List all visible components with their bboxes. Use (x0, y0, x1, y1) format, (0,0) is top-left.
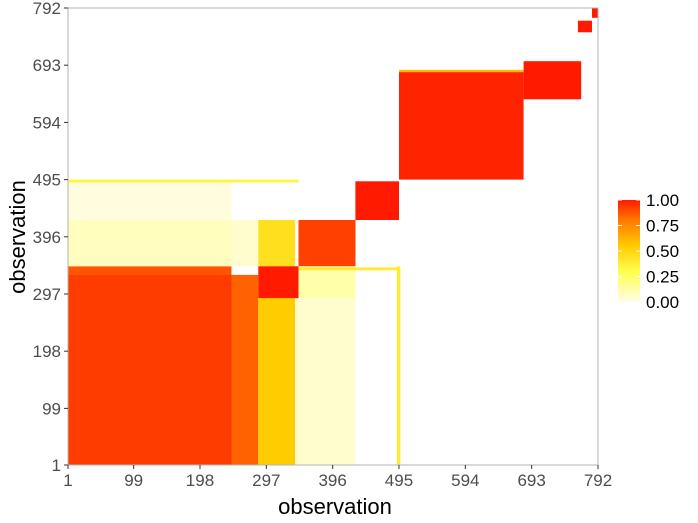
x-tick-label: 495 (385, 471, 413, 490)
y-tick-label: 396 (33, 228, 61, 247)
y-tick-label: 1 (52, 456, 61, 475)
heatmap-block (577, 20, 592, 33)
y-axis: 1 99 198 297 396 495 594 693 792 (33, 0, 68, 475)
heatmap-block (68, 266, 232, 275)
heatmap-cells (68, 8, 598, 465)
y-tick-label: 594 (33, 113, 61, 132)
legend-label: 0.00 (646, 293, 679, 312)
heatmap-block (258, 298, 296, 465)
heatmap-block (68, 179, 299, 183)
heatmap-block (298, 220, 356, 267)
heatmap-block (295, 298, 356, 465)
heatmap-block (258, 220, 296, 267)
heatmap-block (68, 220, 232, 267)
x-tick-label: 297 (252, 471, 280, 490)
color-legend: 1.00 0.75 0.50 0.25 0.00 (618, 191, 679, 312)
x-axis-title: observation (278, 494, 392, 519)
legend-label: 0.50 (646, 242, 679, 261)
heatmap-block (399, 69, 524, 73)
heatmap-block (258, 266, 299, 299)
y-tick-label: 99 (42, 399, 61, 418)
x-tick-label: 792 (584, 471, 612, 490)
heatmap-block (68, 274, 232, 465)
legend-label: 0.75 (646, 217, 679, 236)
x-tick-label: 693 (517, 471, 545, 490)
heatmap-block (295, 266, 356, 299)
legend-label: 1.00 (646, 191, 679, 210)
legend-label: 0.25 (646, 268, 679, 287)
heatmap-block (397, 266, 401, 465)
x-axis: 1 99 198 297 396 495 594 693 792 (63, 465, 612, 490)
heatmap-block (399, 72, 524, 180)
x-tick-label: 594 (451, 471, 479, 490)
x-tick-label: 99 (124, 471, 143, 490)
legend-color-bar (618, 200, 640, 302)
x-tick-label: 396 (318, 471, 346, 490)
y-tick-label: 693 (33, 56, 61, 75)
heatmap-block (592, 8, 598, 18)
y-tick-label: 297 (33, 285, 61, 304)
heatmap-block (68, 181, 232, 220)
y-tick-label: 495 (33, 171, 61, 190)
x-tick-label: 198 (186, 471, 214, 490)
heatmap-block (355, 181, 399, 220)
y-tick-label: 198 (33, 342, 61, 361)
heatmap-block (523, 61, 582, 100)
heatmap-block (231, 220, 259, 267)
y-axis-title: observation (5, 180, 30, 294)
heatmap-block (231, 274, 259, 465)
y-tick-label: 792 (33, 0, 61, 18)
x-tick-label: 1 (63, 471, 72, 490)
heatmap-block (298, 267, 399, 271)
